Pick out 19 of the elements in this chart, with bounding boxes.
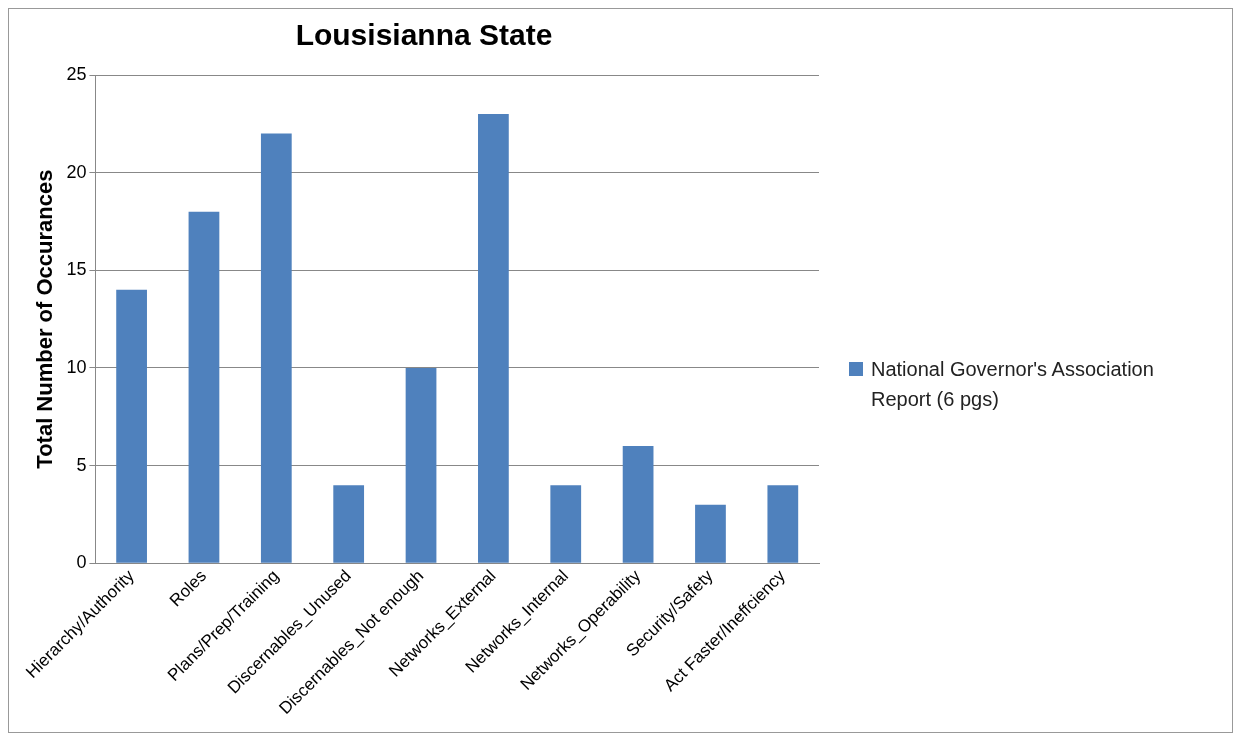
bar xyxy=(695,504,726,563)
y-tick-label: 10 xyxy=(66,356,87,377)
bar xyxy=(622,446,654,563)
bar xyxy=(767,485,799,563)
y-axis-title: Total Number of Occurances xyxy=(32,169,58,469)
bar xyxy=(550,485,582,563)
y-tick-label: 0 xyxy=(76,552,87,573)
y-tick-label: 15 xyxy=(66,259,87,280)
bar xyxy=(478,114,509,563)
bar xyxy=(333,485,365,563)
legend-label: National Governor's Association Report (6 pgs) xyxy=(871,357,1155,412)
y-tick-label: 20 xyxy=(66,161,87,182)
bar xyxy=(188,211,220,563)
chart-title: Lousisianna State xyxy=(295,18,553,52)
y-tick-label: 5 xyxy=(76,454,87,475)
bar xyxy=(405,367,437,563)
bar xyxy=(116,289,147,563)
y-tick-label: 25 xyxy=(66,63,87,84)
bar xyxy=(260,133,292,563)
